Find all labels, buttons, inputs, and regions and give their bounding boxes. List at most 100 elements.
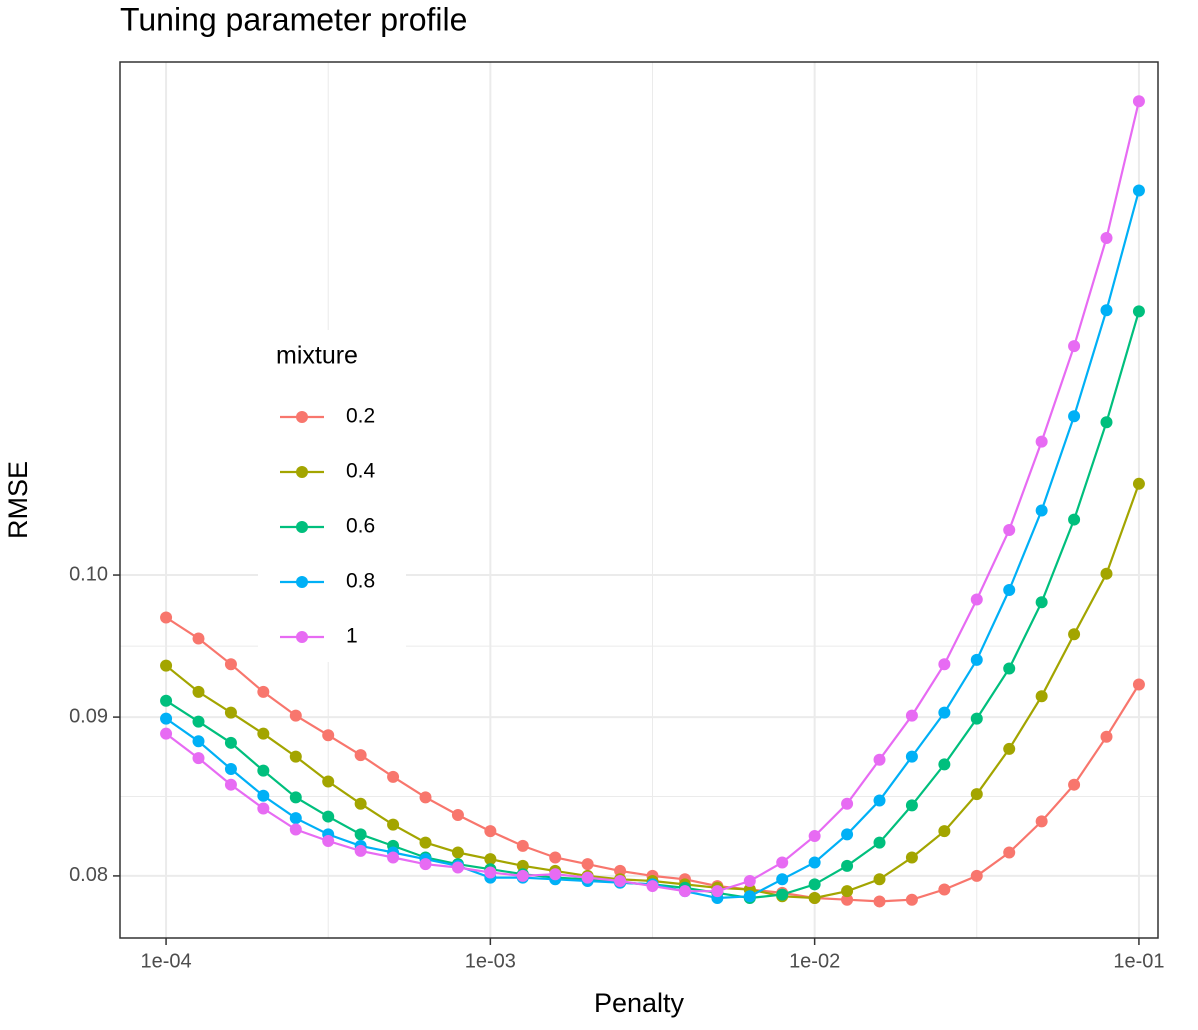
legend-title: mixture [276,342,358,370]
y-tick-label: 0.08 [69,864,108,886]
legend-label: 0.6 [346,515,375,538]
x-tick-label: 1e-04 [140,950,191,972]
data-point [873,794,886,807]
data-point [808,830,821,843]
data-point [224,706,237,719]
y-tick-label: 0.09 [69,705,108,727]
data-point [711,885,724,898]
y-axis-title: RMSE [3,461,33,539]
data-point [1035,596,1048,609]
data-point [451,846,464,859]
legend-key-point [296,521,308,533]
data-point [484,853,497,866]
data-point [873,895,886,908]
x-axis-title: Penalty [594,988,685,1018]
data-point [192,715,205,728]
legend-label: 0.2 [346,405,375,428]
data-point [938,883,951,896]
data-point [257,802,270,815]
legend-label: 0.8 [346,570,375,593]
data-point [1035,504,1048,517]
data-point [451,808,464,821]
data-point [743,874,756,887]
x-tick-label: 1e-03 [465,950,516,972]
data-point [1100,416,1113,429]
data-point [970,788,983,801]
data-point [776,888,789,901]
data-point [970,712,983,725]
data-point [614,864,627,877]
data-point [354,797,367,810]
x-tick-label: 1e-01 [1113,950,1164,972]
data-point [1068,628,1081,641]
data-point [1003,583,1016,596]
data-point [1068,513,1081,526]
data-point [905,799,918,812]
data-point [354,828,367,841]
data-point [905,893,918,906]
data-point [776,856,789,869]
data-point [387,818,400,831]
data-point [289,750,302,763]
data-point [419,791,432,804]
data-point [581,858,594,871]
data-point [289,709,302,722]
data-point [224,763,237,776]
data-point [1132,477,1145,490]
data-point [905,750,918,763]
data-point [1003,523,1016,536]
data-point [970,593,983,606]
data-point [354,844,367,857]
legend-key-point [296,411,308,423]
data-point [192,632,205,645]
legend-key-point [296,631,308,643]
data-point [257,727,270,740]
legend: mixture 0.2 0.4 0.6 0.8 1 [258,330,406,662]
data-point [841,893,854,906]
data-point [549,851,562,864]
data-point [322,810,335,823]
data-point [1100,231,1113,244]
panel-border [119,61,1159,939]
data-point [970,869,983,882]
data-point [516,839,529,852]
data-point [257,764,270,777]
data-point [581,871,594,884]
data-point [1003,846,1016,859]
data-point [322,775,335,788]
data-point [322,729,335,742]
data-point [387,851,400,864]
data-point [646,880,659,893]
data-point [484,825,497,838]
y-tick-label: 0.10 [69,563,108,585]
data-point [160,611,173,624]
data-point [1035,435,1048,448]
data-point [419,858,432,871]
data-point [1035,815,1048,828]
data-point [938,758,951,771]
data-point [938,658,951,671]
data-point [257,685,270,698]
data-point [841,828,854,841]
data-point [938,825,951,838]
legend-background [258,330,406,662]
data-point [1100,730,1113,743]
data-point [224,658,237,671]
data-point [1068,778,1081,791]
data-point [484,866,497,879]
data-point [289,812,302,825]
data-point [387,770,400,783]
data-point [322,834,335,847]
data-point [1100,567,1113,580]
data-point [841,859,854,872]
data-point [808,892,821,905]
data-point [1132,305,1145,318]
data-point [419,836,432,849]
data-point [743,890,756,903]
data-point [1003,742,1016,755]
data-point [289,823,302,836]
data-point [451,861,464,874]
legend-label: 0.4 [346,460,376,483]
data-point [224,736,237,749]
